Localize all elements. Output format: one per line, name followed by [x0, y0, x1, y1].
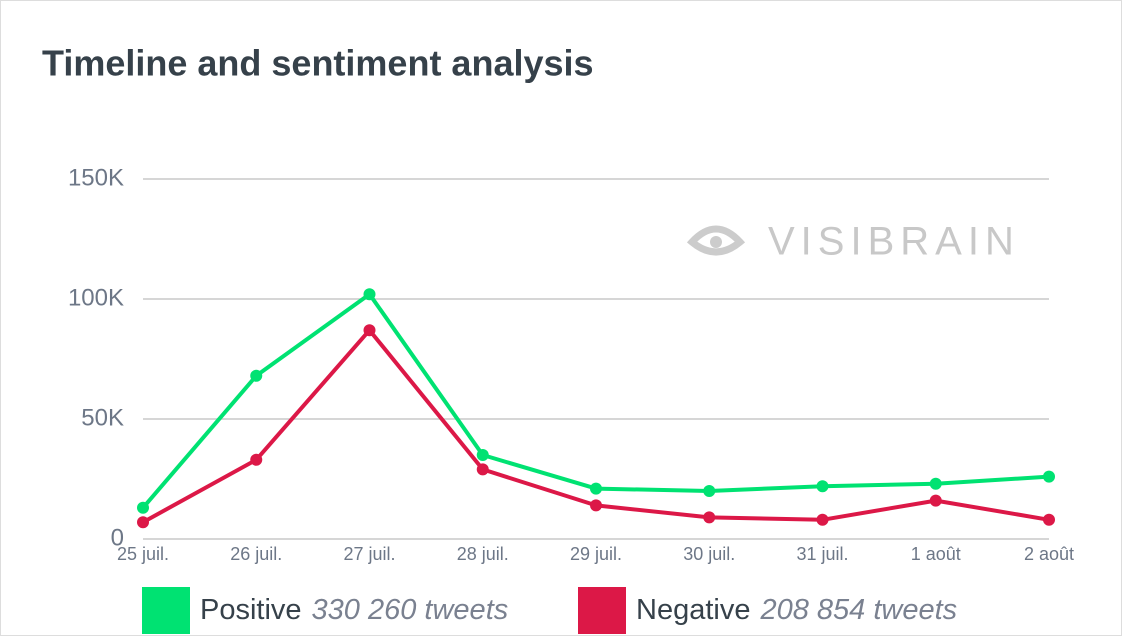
x-tick-label: 28 juil. [457, 544, 509, 564]
x-tick-label: 2 août [1024, 544, 1074, 564]
data-point [1043, 513, 1055, 526]
data-point [590, 482, 602, 495]
data-point [476, 449, 489, 461]
y-tick-label: 150K [68, 164, 124, 191]
legend-swatch [578, 587, 626, 634]
data-point [363, 324, 376, 337]
data-point [363, 288, 376, 301]
watermark: VISIBRAIN [768, 220, 1020, 264]
data-point [929, 494, 942, 507]
x-tick-label: 1 août [911, 544, 961, 564]
legend-label: Positive 330 260 tweets [200, 594, 508, 626]
data-point [1043, 470, 1055, 483]
x-tick-label: 31 juil. [796, 544, 848, 564]
chart-title: Timeline and sentiment analysis [42, 43, 594, 84]
data-point [137, 501, 149, 514]
data-point [590, 499, 602, 512]
data-point [703, 485, 716, 497]
data-point [250, 369, 263, 382]
y-tick-label: 50K [81, 404, 124, 431]
legend-count: 208 854 tweets [759, 594, 957, 626]
data-point [476, 463, 489, 476]
legend-name: Negative [636, 594, 750, 626]
x-tick-label: 25 juil. [117, 544, 169, 564]
y-tick-label: 0 [111, 524, 124, 551]
legend-label: Negative 208 854 tweets [636, 594, 957, 626]
x-tick-label: 27 juil. [343, 544, 395, 564]
data-point [929, 477, 942, 490]
legend-swatch [142, 587, 190, 634]
data-point [703, 511, 716, 524]
x-tick-label: 29 juil. [570, 544, 622, 564]
legend-name: Positive [200, 594, 302, 626]
legend-count: 330 260 tweets [312, 594, 509, 626]
x-tick-label: 26 juil. [230, 544, 282, 564]
data-point [137, 516, 149, 529]
data-point [816, 480, 829, 493]
x-tick-label: 30 juil. [683, 544, 735, 564]
data-point [250, 453, 263, 466]
y-tick-label: 100K [68, 284, 124, 311]
data-point [816, 513, 829, 526]
watermark-logo [686, 225, 746, 256]
